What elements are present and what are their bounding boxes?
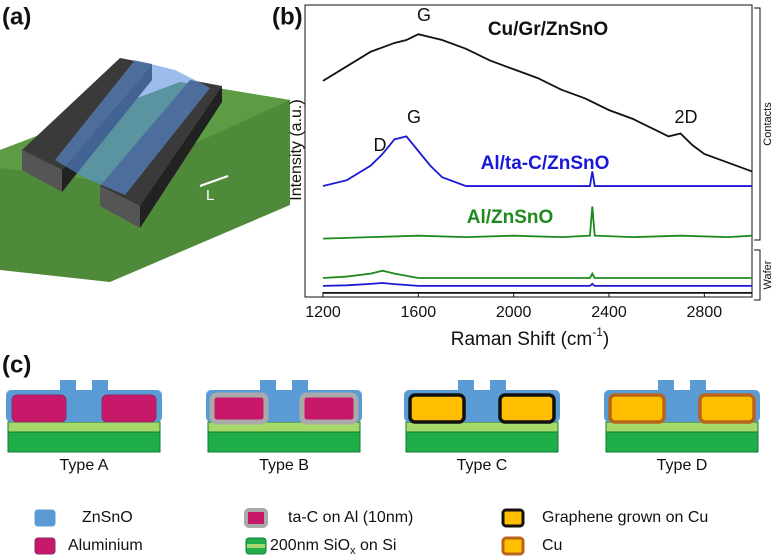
type-label: Type D — [657, 457, 708, 474]
series-label: Al/ZnSnO — [467, 207, 554, 228]
substrate-si — [207, 431, 361, 453]
peak-label: G — [417, 5, 431, 25]
dimension-label: L — [206, 187, 214, 204]
type-label: Type B — [259, 457, 309, 474]
x-tick-label: 1200 — [305, 304, 341, 321]
legend-swatch — [501, 508, 525, 528]
plot-frame — [304, 4, 753, 298]
panel-label: (c) — [2, 351, 31, 378]
x-label-text: Raman Shift (cm — [451, 329, 592, 350]
legend-label: Aluminium — [68, 537, 143, 554]
schematics: Type A Type B Type C Type D ZnSnO Aluminium ta… — [6, 380, 760, 557]
legend-label: Graphene grown on Cu — [542, 509, 708, 526]
series-label: Al/ta-C/ZnSnO — [481, 153, 610, 174]
peak-label: 2D — [674, 107, 697, 127]
contact-pad — [608, 393, 666, 424]
contact-pad — [11, 394, 67, 423]
type-label: Type C — [457, 457, 508, 474]
peak-label: D — [374, 135, 387, 155]
legend-text: 200nm SiO — [270, 537, 350, 554]
x-label-sup: -1 — [592, 325, 603, 339]
type-label: Type A — [60, 457, 109, 474]
substrate-oxide — [7, 421, 161, 433]
contact-pad — [408, 393, 466, 424]
legend-label: Cu — [542, 537, 562, 554]
x-tick-label: 2800 — [687, 304, 723, 321]
legend-label: ZnSnO — [82, 509, 133, 526]
x-tick-label: 2400 — [591, 304, 627, 321]
legend-sub: x — [350, 545, 356, 557]
peak-label: G — [407, 107, 421, 127]
contact-pad — [209, 392, 269, 425]
substrate-si — [7, 431, 161, 453]
series-label: Cu/Gr/ZnSnO — [488, 19, 608, 40]
legend-swatch — [34, 537, 56, 555]
contact-pad — [498, 393, 556, 424]
substrate-si — [605, 431, 759, 453]
x-label-text: ) — [603, 329, 609, 350]
region-label: Wafer — [762, 260, 774, 289]
contact-pad — [698, 393, 756, 424]
legend-swatch — [34, 509, 56, 527]
series-line — [322, 33, 753, 173]
panel-label: (a) — [2, 3, 31, 30]
x-axis-label: Raman Shift (cm-1) — [451, 325, 609, 350]
series-line — [322, 206, 753, 240]
legend-swatch — [501, 536, 525, 556]
legend-label: ta-C on Al (10nm) — [288, 509, 413, 526]
panel-label: (b) — [272, 3, 303, 30]
device-illustration: L — [0, 58, 290, 282]
region-brackets — [754, 7, 761, 301]
legend-swatch-stripe — [247, 544, 265, 548]
x-tick-label: 1600 — [401, 304, 437, 321]
series-line — [322, 282, 752, 287]
series-line — [322, 269, 752, 279]
y-axis-label: Intensity (a.u.) — [288, 99, 305, 200]
legend-label: 200nm SiOx on Si — [270, 537, 396, 557]
contact-pad — [299, 392, 359, 425]
legend-text: on Si — [356, 537, 397, 554]
contact-pad — [101, 394, 157, 423]
x-tick-label: 2000 — [496, 304, 532, 321]
substrate-si — [405, 431, 559, 453]
region-label: Contacts — [762, 102, 774, 146]
legend-swatch — [244, 508, 268, 528]
series-line — [322, 135, 752, 187]
